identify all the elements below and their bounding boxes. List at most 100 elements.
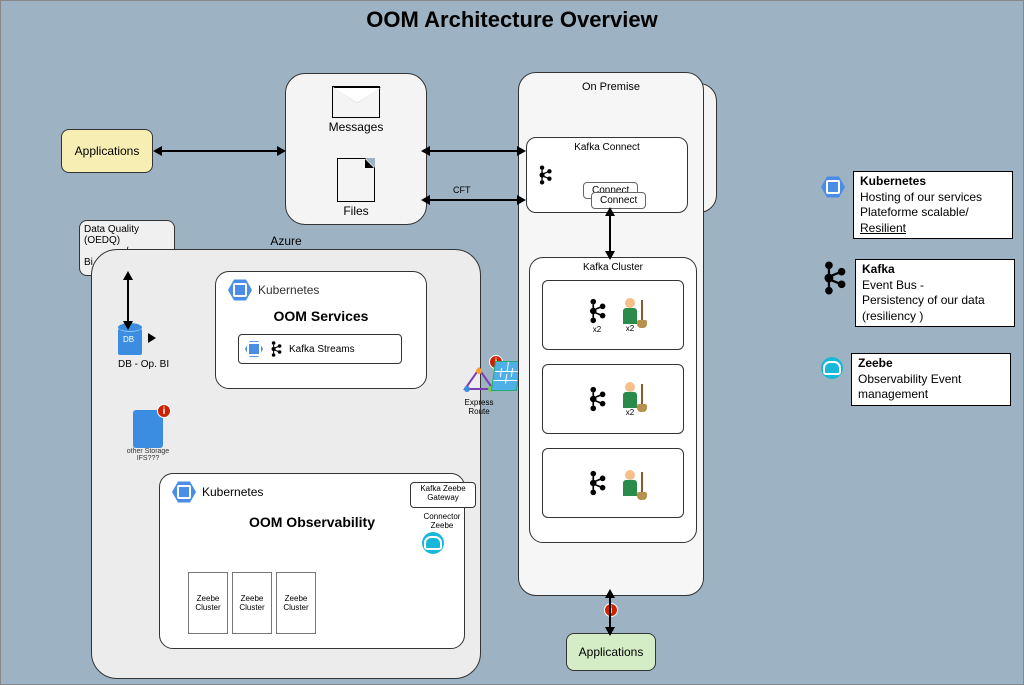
firewall-icon xyxy=(491,361,521,391)
arrow-head xyxy=(153,146,162,156)
page-title: OOM Architecture Overview xyxy=(1,7,1023,33)
legend-zeebe-l1: Observability Event xyxy=(858,372,1004,388)
kafka-icon xyxy=(821,259,847,297)
applications-left: Applications xyxy=(61,129,153,173)
kafka-zeebe-gateway: Kafka Zeebe Gateway xyxy=(410,482,476,508)
legend-kafka-l3: (resiliency ) xyxy=(862,309,1008,325)
kubernetes-icon xyxy=(228,278,252,302)
legend-zeebe-title: Zeebe xyxy=(858,356,1004,372)
kubernetes-icon xyxy=(821,175,845,199)
arrow-head xyxy=(517,146,526,156)
legend-kafka-title: Kafka xyxy=(862,262,1008,278)
play-icon xyxy=(148,333,156,343)
info-icon: i xyxy=(157,404,171,418)
zeebe-cluster: Zeebe Cluster xyxy=(276,572,316,634)
connector-zeebe: Connector Zeebe xyxy=(414,512,470,530)
broom-icon xyxy=(641,472,643,494)
kafka-icon xyxy=(269,340,283,358)
worker-icon xyxy=(621,298,639,324)
kubernetes-icon xyxy=(245,340,263,358)
legend-k8s-l2: Plateforme scalable/ xyxy=(860,205,1006,221)
arrow-head xyxy=(605,589,615,598)
kafka-cluster: Kafka Cluster x2 x2 x2 xyxy=(529,257,697,543)
legend-kubernetes: Kubernetes Hosting of our services Plate… xyxy=(821,171,1013,239)
express-route-l2: Route xyxy=(463,407,495,416)
broker-row: x2 xyxy=(542,364,684,434)
express-route: i Express Route xyxy=(463,367,495,416)
database-icon: DB xyxy=(118,327,142,355)
file-icon xyxy=(337,158,375,202)
diagram-canvas: OOM Architecture Overview Applications M… xyxy=(0,0,1024,685)
arrow xyxy=(609,597,611,629)
k8s-badge-bottom: Kubernetes xyxy=(172,480,263,504)
kzg-l1: Kafka Zeebe xyxy=(412,484,474,493)
kafka-connect: Kafka Connect Connect Connect xyxy=(526,137,688,213)
oom-services-label: OOM Services xyxy=(216,308,426,324)
files-label: Files xyxy=(298,204,414,218)
db-op-bi: DB DB - Op. BI xyxy=(118,327,169,370)
other-storage-label2: IFS??? xyxy=(119,455,177,462)
db-label: DB - Op. BI xyxy=(118,359,169,370)
arrow-head xyxy=(421,195,430,205)
k8s-label-top: Kubernetes xyxy=(258,283,319,297)
connect-pill: Connect xyxy=(591,192,646,209)
info-icon: i xyxy=(604,603,618,617)
zeebe-cluster: Zeebe Cluster xyxy=(232,572,272,634)
arrow xyxy=(429,199,517,201)
on-premise-label: On Premise xyxy=(519,81,703,93)
cz-l2: Zeebe xyxy=(414,521,470,530)
legend-kafka-l1: Event Bus - xyxy=(862,278,1008,294)
applications-bottom: Applications xyxy=(566,633,656,671)
zeebe-icon xyxy=(422,532,444,554)
arrow xyxy=(161,150,277,152)
kafka-streams: Kafka Streams xyxy=(238,334,402,364)
arrow-head xyxy=(517,195,526,205)
legend-k8s-title: Kubernetes xyxy=(860,174,1006,190)
broker-row: x2 x2 xyxy=(542,280,684,350)
files-block: Files xyxy=(298,156,414,220)
x2-label: x2 xyxy=(587,325,607,334)
legend-kafka-l2: Persistency of our data xyxy=(862,293,1008,309)
worker-icon xyxy=(621,470,639,496)
arrow xyxy=(429,150,517,152)
msg-files-container: Messages Files xyxy=(285,73,427,225)
cft-label: CFT xyxy=(453,185,471,195)
arrow-head xyxy=(421,146,430,156)
broom-icon xyxy=(641,300,643,322)
zeebe-cluster: Zeebe Cluster xyxy=(188,572,228,634)
oom-services: Kubernetes OOM Services Kafka Streams xyxy=(215,271,427,389)
arrow xyxy=(127,279,129,323)
other-storage-label: other Storage xyxy=(119,448,177,455)
applications-bottom-label: Applications xyxy=(579,645,644,659)
broker-row xyxy=(542,448,684,518)
zeebe-clusters: Zeebe Cluster Zeebe Cluster Zeebe Cluste… xyxy=(188,572,316,634)
kafka-streams-label: Kafka Streams xyxy=(289,344,355,355)
arrow-head xyxy=(605,627,615,636)
kafka-icon xyxy=(537,164,553,186)
arrow xyxy=(609,215,611,253)
broom-icon xyxy=(641,384,643,406)
kubernetes-icon xyxy=(172,480,196,504)
kafka-icon xyxy=(587,297,607,325)
kzg-l2: Gateway xyxy=(412,493,474,502)
messages-block: Messages xyxy=(298,84,414,144)
legend-zeebe-l2: management xyxy=(858,387,1004,403)
legend-k8s-l1: Hosting of our services xyxy=(860,190,1006,206)
messages-label: Messages xyxy=(298,120,414,134)
arrow-head xyxy=(277,146,286,156)
k8s-label-bottom: Kubernetes xyxy=(202,485,263,499)
legend-k8s-l3: Resilient xyxy=(860,221,1006,237)
worker-icon xyxy=(621,382,639,408)
arrow-head xyxy=(605,251,615,260)
express-route-l1: Express xyxy=(463,398,495,407)
arrow-head xyxy=(123,271,133,280)
kafka-icon xyxy=(587,469,607,497)
legend-kafka: Kafka Event Bus - Persistency of our dat… xyxy=(821,259,1015,327)
arrow-head xyxy=(605,207,615,216)
arrow-head xyxy=(123,321,133,330)
other-storage: i other Storage IFS??? xyxy=(119,410,177,462)
kafka-connect-label: Kafka Connect xyxy=(527,142,687,153)
zeebe-icon xyxy=(821,357,843,379)
legend-zeebe: Zeebe Observability Event management xyxy=(821,353,1011,406)
cz-l1: Connector xyxy=(414,512,470,521)
